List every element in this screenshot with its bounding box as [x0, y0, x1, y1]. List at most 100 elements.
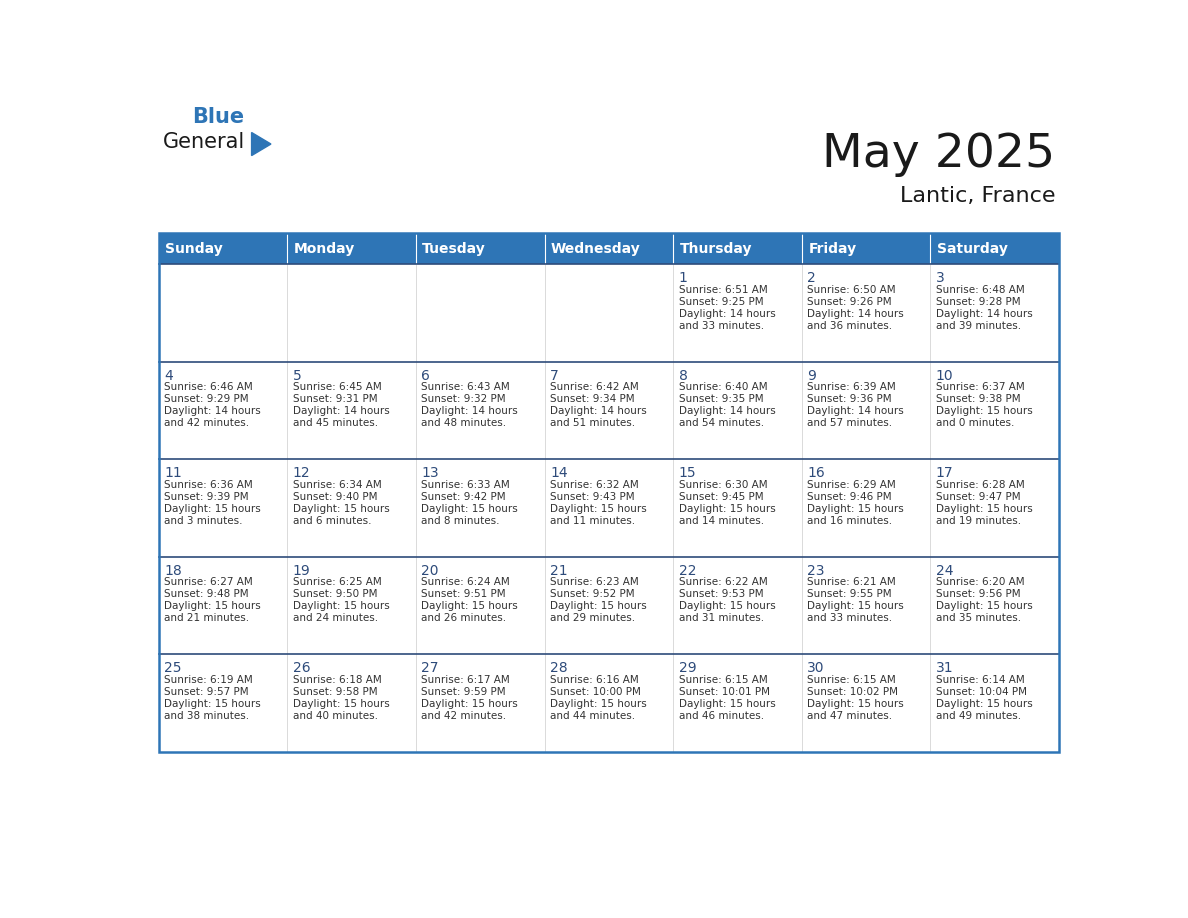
- Text: 2: 2: [808, 271, 816, 285]
- Text: Sunrise: 6:39 AM: Sunrise: 6:39 AM: [808, 383, 896, 392]
- Text: and 42 minutes.: and 42 minutes.: [422, 711, 506, 721]
- Text: Daylight: 15 hours: Daylight: 15 hours: [550, 699, 646, 709]
- Text: Sunrise: 6:32 AM: Sunrise: 6:32 AM: [550, 480, 639, 490]
- Text: 20: 20: [422, 564, 438, 577]
- Text: Sunset: 9:36 PM: Sunset: 9:36 PM: [808, 395, 892, 404]
- Text: Sunrise: 6:21 AM: Sunrise: 6:21 AM: [808, 577, 896, 588]
- Text: 7: 7: [550, 368, 558, 383]
- Text: and 6 minutes.: and 6 minutes.: [292, 516, 371, 526]
- Text: Sunset: 9:38 PM: Sunset: 9:38 PM: [936, 395, 1020, 404]
- Text: 17: 17: [936, 466, 954, 480]
- Bar: [158, 556, 287, 655]
- Text: Daylight: 15 hours: Daylight: 15 hours: [936, 504, 1032, 514]
- Bar: [158, 233, 287, 264]
- Text: 14: 14: [550, 466, 568, 480]
- Text: Daylight: 15 hours: Daylight: 15 hours: [292, 601, 390, 611]
- Bar: [930, 233, 1060, 264]
- Text: Daylight: 15 hours: Daylight: 15 hours: [678, 699, 776, 709]
- Text: Sunset: 9:43 PM: Sunset: 9:43 PM: [550, 492, 634, 502]
- Bar: [544, 556, 674, 655]
- Text: Daylight: 15 hours: Daylight: 15 hours: [292, 504, 390, 514]
- Text: Sunset: 9:26 PM: Sunset: 9:26 PM: [808, 297, 892, 307]
- Text: and 39 minutes.: and 39 minutes.: [936, 320, 1020, 330]
- Text: Daylight: 15 hours: Daylight: 15 hours: [164, 601, 260, 611]
- Text: 25: 25: [164, 661, 182, 675]
- Bar: [802, 362, 930, 459]
- Text: and 33 minutes.: and 33 minutes.: [808, 613, 892, 623]
- Text: Daylight: 14 hours: Daylight: 14 hours: [422, 407, 518, 416]
- Text: Sunset: 9:47 PM: Sunset: 9:47 PM: [936, 492, 1020, 502]
- Bar: [287, 655, 416, 752]
- Bar: [158, 459, 287, 556]
- Text: 30: 30: [808, 661, 824, 675]
- Text: Sunday: Sunday: [165, 241, 223, 256]
- Text: Sunset: 9:56 PM: Sunset: 9:56 PM: [936, 589, 1020, 599]
- Bar: [544, 459, 674, 556]
- Bar: [930, 556, 1060, 655]
- Text: Sunset: 9:59 PM: Sunset: 9:59 PM: [422, 687, 506, 697]
- Text: and 33 minutes.: and 33 minutes.: [678, 320, 764, 330]
- Bar: [674, 655, 802, 752]
- Text: Sunset: 9:55 PM: Sunset: 9:55 PM: [808, 589, 892, 599]
- Text: Sunrise: 6:18 AM: Sunrise: 6:18 AM: [292, 675, 381, 685]
- Text: Sunset: 9:29 PM: Sunset: 9:29 PM: [164, 395, 248, 404]
- Text: 10: 10: [936, 368, 954, 383]
- Text: Friday: Friday: [808, 241, 857, 256]
- Text: May 2025: May 2025: [822, 131, 1055, 177]
- Text: Sunset: 9:53 PM: Sunset: 9:53 PM: [678, 589, 763, 599]
- Text: Daylight: 15 hours: Daylight: 15 hours: [678, 601, 776, 611]
- Text: 23: 23: [808, 564, 824, 577]
- Text: 19: 19: [292, 564, 310, 577]
- Text: Sunrise: 6:43 AM: Sunrise: 6:43 AM: [422, 383, 510, 392]
- Text: Sunset: 9:52 PM: Sunset: 9:52 PM: [550, 589, 634, 599]
- Text: Sunset: 10:00 PM: Sunset: 10:00 PM: [550, 687, 640, 697]
- Text: and 35 minutes.: and 35 minutes.: [936, 613, 1020, 623]
- Text: and 19 minutes.: and 19 minutes.: [936, 516, 1020, 526]
- Text: Daylight: 15 hours: Daylight: 15 hours: [164, 504, 260, 514]
- Text: Sunset: 9:42 PM: Sunset: 9:42 PM: [422, 492, 506, 502]
- Text: Sunset: 9:32 PM: Sunset: 9:32 PM: [422, 395, 506, 404]
- Text: Daylight: 15 hours: Daylight: 15 hours: [936, 699, 1032, 709]
- Text: and 14 minutes.: and 14 minutes.: [678, 516, 764, 526]
- Bar: [930, 264, 1060, 362]
- Bar: [544, 362, 674, 459]
- Text: and 40 minutes.: and 40 minutes.: [292, 711, 378, 721]
- Text: Sunrise: 6:30 AM: Sunrise: 6:30 AM: [678, 480, 767, 490]
- Text: Sunrise: 6:22 AM: Sunrise: 6:22 AM: [678, 577, 767, 588]
- Text: Blue: Blue: [192, 107, 244, 127]
- Text: and 44 minutes.: and 44 minutes.: [550, 711, 636, 721]
- Text: Sunset: 9:48 PM: Sunset: 9:48 PM: [164, 589, 248, 599]
- Text: Daylight: 15 hours: Daylight: 15 hours: [164, 699, 260, 709]
- Text: and 21 minutes.: and 21 minutes.: [164, 613, 249, 623]
- Text: 31: 31: [936, 661, 954, 675]
- Bar: [287, 459, 416, 556]
- Text: Sunrise: 6:14 AM: Sunrise: 6:14 AM: [936, 675, 1024, 685]
- Text: Sunrise: 6:16 AM: Sunrise: 6:16 AM: [550, 675, 639, 685]
- Text: Sunrise: 6:15 AM: Sunrise: 6:15 AM: [678, 675, 767, 685]
- Text: Lantic, France: Lantic, France: [899, 185, 1055, 206]
- Bar: [674, 556, 802, 655]
- Text: Wednesday: Wednesday: [551, 241, 640, 256]
- Text: and 45 minutes.: and 45 minutes.: [292, 419, 378, 428]
- Text: Sunset: 9:45 PM: Sunset: 9:45 PM: [678, 492, 763, 502]
- Text: Daylight: 15 hours: Daylight: 15 hours: [422, 699, 518, 709]
- Text: Sunrise: 6:50 AM: Sunrise: 6:50 AM: [808, 285, 896, 295]
- Bar: [287, 556, 416, 655]
- Text: and 11 minutes.: and 11 minutes.: [550, 516, 636, 526]
- Text: Daylight: 14 hours: Daylight: 14 hours: [292, 407, 390, 416]
- Text: Sunrise: 6:19 AM: Sunrise: 6:19 AM: [164, 675, 253, 685]
- Bar: [674, 264, 802, 362]
- Text: 9: 9: [808, 368, 816, 383]
- Bar: [416, 233, 544, 264]
- Bar: [544, 233, 674, 264]
- Text: Sunset: 9:34 PM: Sunset: 9:34 PM: [550, 395, 634, 404]
- Text: Sunrise: 6:17 AM: Sunrise: 6:17 AM: [422, 675, 510, 685]
- Text: Sunrise: 6:46 AM: Sunrise: 6:46 AM: [164, 383, 253, 392]
- Text: 3: 3: [936, 271, 944, 285]
- Text: and 42 minutes.: and 42 minutes.: [164, 419, 249, 428]
- Bar: [416, 459, 544, 556]
- Text: Sunset: 9:31 PM: Sunset: 9:31 PM: [292, 395, 378, 404]
- Text: Sunrise: 6:34 AM: Sunrise: 6:34 AM: [292, 480, 381, 490]
- Text: Daylight: 14 hours: Daylight: 14 hours: [808, 407, 904, 416]
- Text: and 57 minutes.: and 57 minutes.: [808, 419, 892, 428]
